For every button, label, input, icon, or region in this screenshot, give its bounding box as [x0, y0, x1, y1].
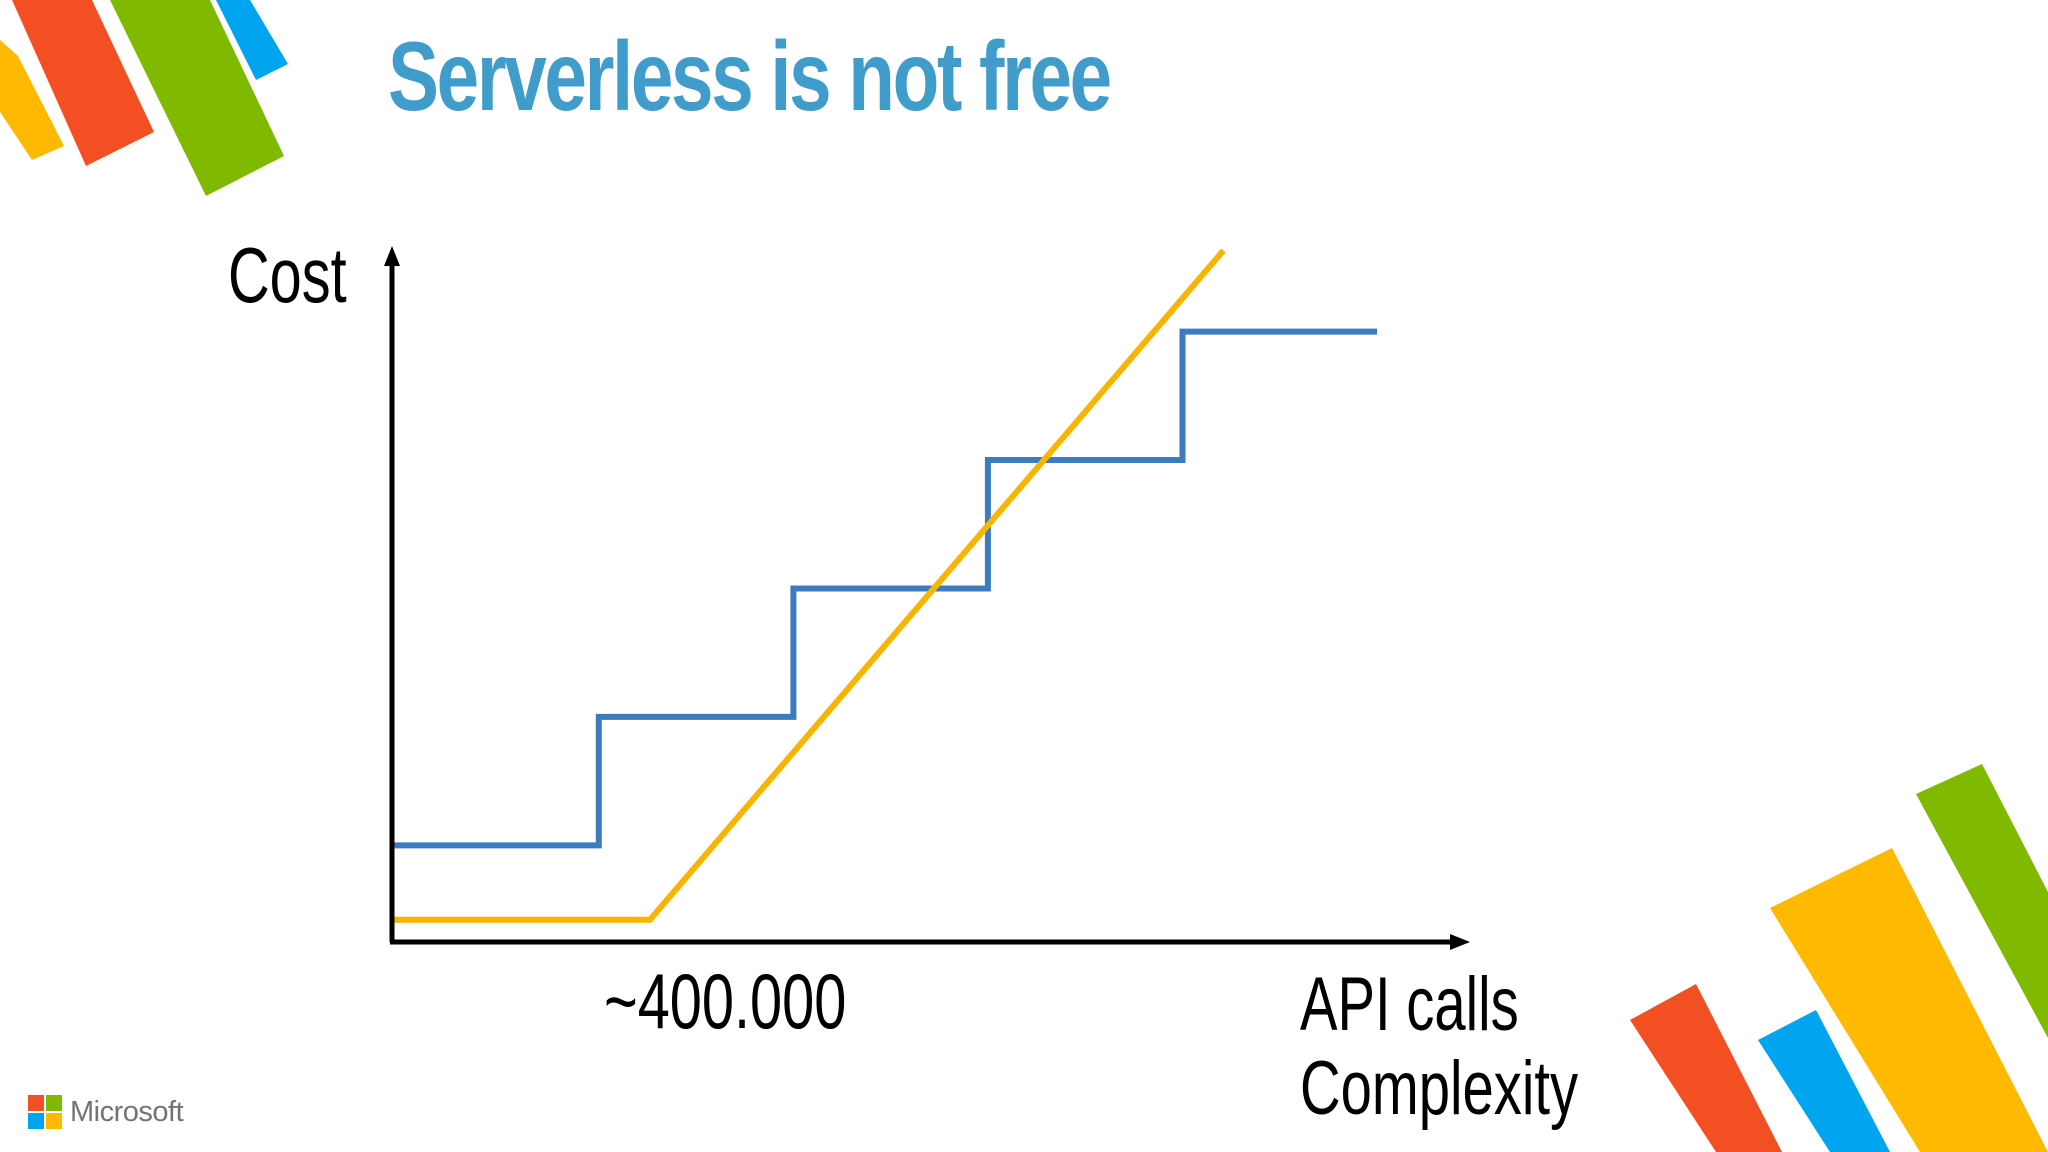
cost-chart: Cost ~400.000 API calls Complexity — [228, 232, 1579, 1132]
logo-square-blue — [28, 1113, 44, 1129]
y-axis-label: Cost — [228, 232, 347, 320]
series-line-linear — [394, 248, 1226, 923]
slide-title: Serverless is not free — [388, 21, 1112, 131]
decor-stripe-yellow — [1770, 848, 2048, 1152]
decor-stripe-green — [110, 0, 284, 196]
x-tick-label-text: ~400.000 — [604, 958, 846, 1046]
decor-stripe-blue — [216, 0, 288, 80]
logo-square-green — [46, 1095, 62, 1111]
x-axis-label: API calls Complexity — [1300, 962, 1579, 1131]
y-axis-arrow — [384, 246, 400, 266]
decor-stripe-yellow — [0, 40, 64, 160]
decor-stripe-orange — [1630, 984, 1782, 1152]
logo-square-red — [28, 1095, 44, 1111]
microsoft-logo: Microsoft — [28, 1095, 184, 1129]
decor-stripe-blue — [1758, 1010, 1890, 1152]
x-axis-label-line-2: Complexity — [1300, 1046, 1579, 1131]
decor-stripe-orange — [12, 0, 154, 166]
logo-square-yellow — [46, 1113, 62, 1129]
microsoft-logo-icon — [28, 1095, 62, 1129]
decor-stripes-bottom-right — [1630, 764, 2048, 1152]
series-layer — [394, 248, 1377, 923]
microsoft-logo-text: Microsoft — [70, 1095, 184, 1128]
x-tick-label: ~400.000 — [604, 958, 846, 1046]
y-axis-label-text: Cost — [228, 232, 347, 320]
decor-stripes-top-left — [0, 0, 288, 196]
decor-stripe-green — [1916, 764, 2048, 1038]
x-axis-arrow — [1450, 934, 1470, 950]
x-axis-label-line-1: API calls — [1300, 962, 1519, 1047]
series-line-step — [394, 328, 1377, 849]
